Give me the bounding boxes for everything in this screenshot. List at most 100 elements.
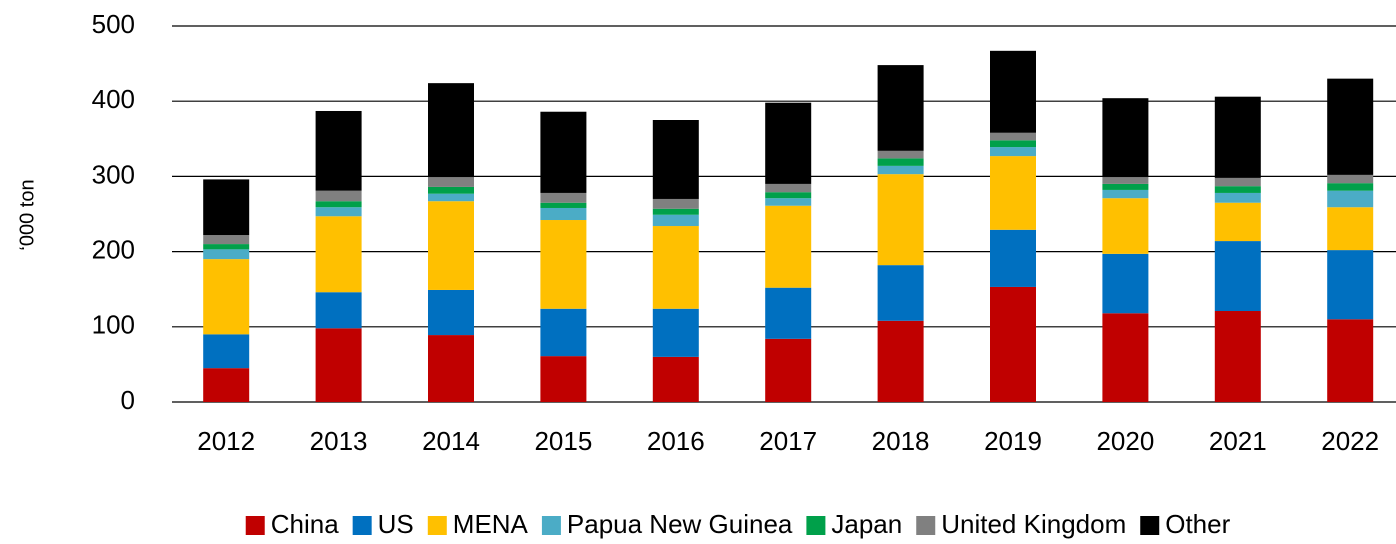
bar-segment xyxy=(1102,253,1149,314)
x-tick-label: 2016 xyxy=(647,426,705,456)
bar-segment xyxy=(315,110,362,191)
y-axis-label: ‘000 ton xyxy=(16,179,38,250)
bar-segment xyxy=(652,214,699,227)
bar-segment xyxy=(877,265,924,321)
bar-segment xyxy=(990,147,1036,157)
x-tick-label: 2015 xyxy=(534,426,592,456)
legend-label: Other xyxy=(1165,509,1230,539)
x-tick-label: 2014 xyxy=(422,426,480,456)
bar-segment xyxy=(540,192,587,203)
bar-segment xyxy=(765,198,812,206)
bar-segment xyxy=(1214,186,1261,193)
bar-segment xyxy=(540,111,587,193)
bar-segment xyxy=(1327,78,1374,175)
bar-segment xyxy=(203,244,250,250)
bar-segment xyxy=(652,120,699,199)
bar-segment xyxy=(203,368,250,402)
bar-segment xyxy=(877,65,924,151)
bar-segment xyxy=(1327,207,1374,251)
bar-segment xyxy=(1214,192,1261,203)
bar-segment xyxy=(990,132,1036,141)
bar-segment xyxy=(428,193,474,202)
bar-segment xyxy=(540,308,587,357)
legend-swatch xyxy=(427,516,447,535)
y-tick-label: 300 xyxy=(92,159,135,189)
bar-segment xyxy=(765,102,812,184)
legend-swatch xyxy=(916,516,936,535)
bar-segment xyxy=(428,177,474,187)
bar-segment xyxy=(1214,311,1261,402)
bar-segment xyxy=(1214,96,1261,178)
legend-swatch xyxy=(245,516,265,535)
bar-segment xyxy=(203,259,250,335)
y-tick-label: 200 xyxy=(92,234,135,264)
bar-segment xyxy=(1327,250,1374,320)
bar-segment xyxy=(428,335,474,402)
bar-segment xyxy=(765,183,812,193)
bar-segment xyxy=(652,308,699,357)
bar-segment xyxy=(428,289,474,336)
bar-segment xyxy=(877,158,924,166)
bar-segment xyxy=(315,292,362,329)
bar-segment xyxy=(877,150,924,159)
bar-segment xyxy=(315,190,362,202)
bar-segment xyxy=(1327,319,1374,402)
bar-segment xyxy=(1102,183,1149,190)
x-tick-label: 2020 xyxy=(1096,426,1154,456)
bar-segment xyxy=(428,201,474,290)
bar-segment xyxy=(877,320,924,402)
legend-swatch xyxy=(806,516,826,535)
bar-segment xyxy=(428,83,474,178)
bar-segment xyxy=(1214,202,1261,242)
bar-segment xyxy=(877,165,924,175)
x-tick-label: 2013 xyxy=(310,426,368,456)
bar-segment xyxy=(765,287,812,339)
bar-segment xyxy=(1102,313,1149,402)
bar-segment xyxy=(990,140,1036,148)
legend-label: MENA xyxy=(453,509,529,539)
bar-segment xyxy=(1102,177,1149,184)
bar-segment xyxy=(652,226,699,309)
bar-segment xyxy=(540,220,587,309)
x-tick-label: 2021 xyxy=(1209,426,1267,456)
bar-segment xyxy=(203,334,250,369)
bar-segment xyxy=(1102,98,1149,178)
legend-label: Japan xyxy=(831,509,902,539)
bar-segment xyxy=(315,201,362,208)
bar-segment xyxy=(652,208,699,215)
x-tick-label: 2019 xyxy=(984,426,1042,456)
x-tick-label: 2012 xyxy=(197,426,255,456)
bar-segment xyxy=(990,286,1036,402)
bar-segment xyxy=(540,356,587,402)
legend-swatch xyxy=(1140,516,1160,535)
bar-segment xyxy=(540,207,587,221)
bar-segment xyxy=(1214,241,1261,312)
bar-segment xyxy=(765,192,812,199)
bar-segment xyxy=(1102,189,1149,199)
bar-segment xyxy=(652,356,699,402)
bar-segment xyxy=(877,174,924,266)
bar-segment xyxy=(1102,198,1149,254)
bar-segment xyxy=(428,186,474,194)
bar-segment xyxy=(203,235,250,245)
bar-segment xyxy=(990,229,1036,287)
bar-segment xyxy=(203,249,250,260)
bar-segment xyxy=(765,338,812,402)
bar-segment xyxy=(315,328,362,402)
x-tick-label: 2022 xyxy=(1321,426,1379,456)
bar-segment xyxy=(1327,190,1374,208)
bar-segment xyxy=(990,50,1036,133)
bar-segment xyxy=(765,205,812,288)
y-tick-label: 400 xyxy=(92,84,135,114)
legend-label: China xyxy=(271,509,339,539)
bar-segment xyxy=(315,207,362,217)
bar-segment xyxy=(990,156,1036,230)
y-tick-label: 100 xyxy=(92,310,135,340)
bar-segment xyxy=(315,216,362,293)
bar-segment xyxy=(1327,174,1374,184)
bar-segment xyxy=(203,179,250,236)
x-tick-label: 2017 xyxy=(759,426,817,456)
bar-segment xyxy=(1327,183,1374,191)
x-tick-label: 2018 xyxy=(872,426,930,456)
